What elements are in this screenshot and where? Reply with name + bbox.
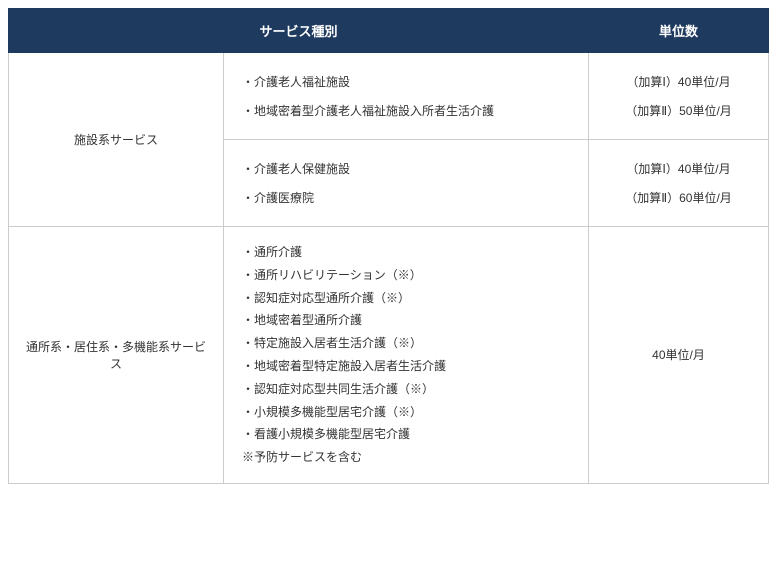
unit-value: （加算Ⅱ）60単位/月 (601, 183, 756, 212)
service-item: ・地域密着型介護老人福祉施設入所者生活介護 (242, 96, 576, 125)
service-item: ・認知症対応型共同生活介護（※） (242, 378, 576, 401)
category-daycare: 通所系・居住系・多機能系サービス (9, 227, 224, 484)
unit-cell: 40単位/月 (589, 227, 769, 484)
service-item: ・介護医療院 (242, 183, 576, 212)
service-item: ・介護老人保健施設 (242, 154, 576, 183)
service-item: ・通所介護 (242, 241, 576, 264)
service-list-cell: ・介護老人福祉施設 ・地域密着型介護老人福祉施設入所者生活介護 (224, 53, 589, 140)
unit-value: （加算Ⅱ）50単位/月 (601, 96, 756, 125)
header-service-type: サービス種別 (9, 9, 589, 53)
service-item: ・地域密着型通所介護 (242, 309, 576, 332)
service-item: ・小規模多機能型居宅介護（※） (242, 401, 576, 424)
table-header-row: サービス種別 単位数 (9, 9, 769, 53)
category-facility: 施設系サービス (9, 53, 224, 227)
service-item: ・看護小規模多機能型居宅介護 (242, 423, 576, 446)
unit-cell: （加算Ⅰ）40単位/月 （加算Ⅱ）60単位/月 (589, 140, 769, 227)
service-list-cell: ・通所介護 ・通所リハビリテーション（※） ・認知症対応型通所介護（※） ・地域… (224, 227, 589, 484)
service-item: ・地域密着型特定施設入居者生活介護 (242, 355, 576, 378)
unit-value: （加算Ⅰ）40単位/月 (601, 67, 756, 96)
unit-cell: （加算Ⅰ）40単位/月 （加算Ⅱ）50単位/月 (589, 53, 769, 140)
service-list-cell: ・介護老人保健施設 ・介護医療院 (224, 140, 589, 227)
service-item: ・通所リハビリテーション（※） (242, 264, 576, 287)
service-item: ・認知症対応型通所介護（※） (242, 287, 576, 310)
unit-value: （加算Ⅰ）40単位/月 (601, 154, 756, 183)
service-type-table: サービス種別 単位数 施設系サービス ・介護老人福祉施設 ・地域密着型介護老人福… (8, 8, 769, 484)
table-row: 施設系サービス ・介護老人福祉施設 ・地域密着型介護老人福祉施設入所者生活介護 … (9, 53, 769, 140)
table-row: 通所系・居住系・多機能系サービス ・通所介護 ・通所リハビリテーション（※） ・… (9, 227, 769, 484)
service-item: ・介護老人福祉施設 (242, 67, 576, 96)
service-note: ※予防サービスを含む (242, 446, 576, 469)
service-item: ・特定施設入居者生活介護（※） (242, 332, 576, 355)
header-unit-count: 単位数 (589, 9, 769, 53)
